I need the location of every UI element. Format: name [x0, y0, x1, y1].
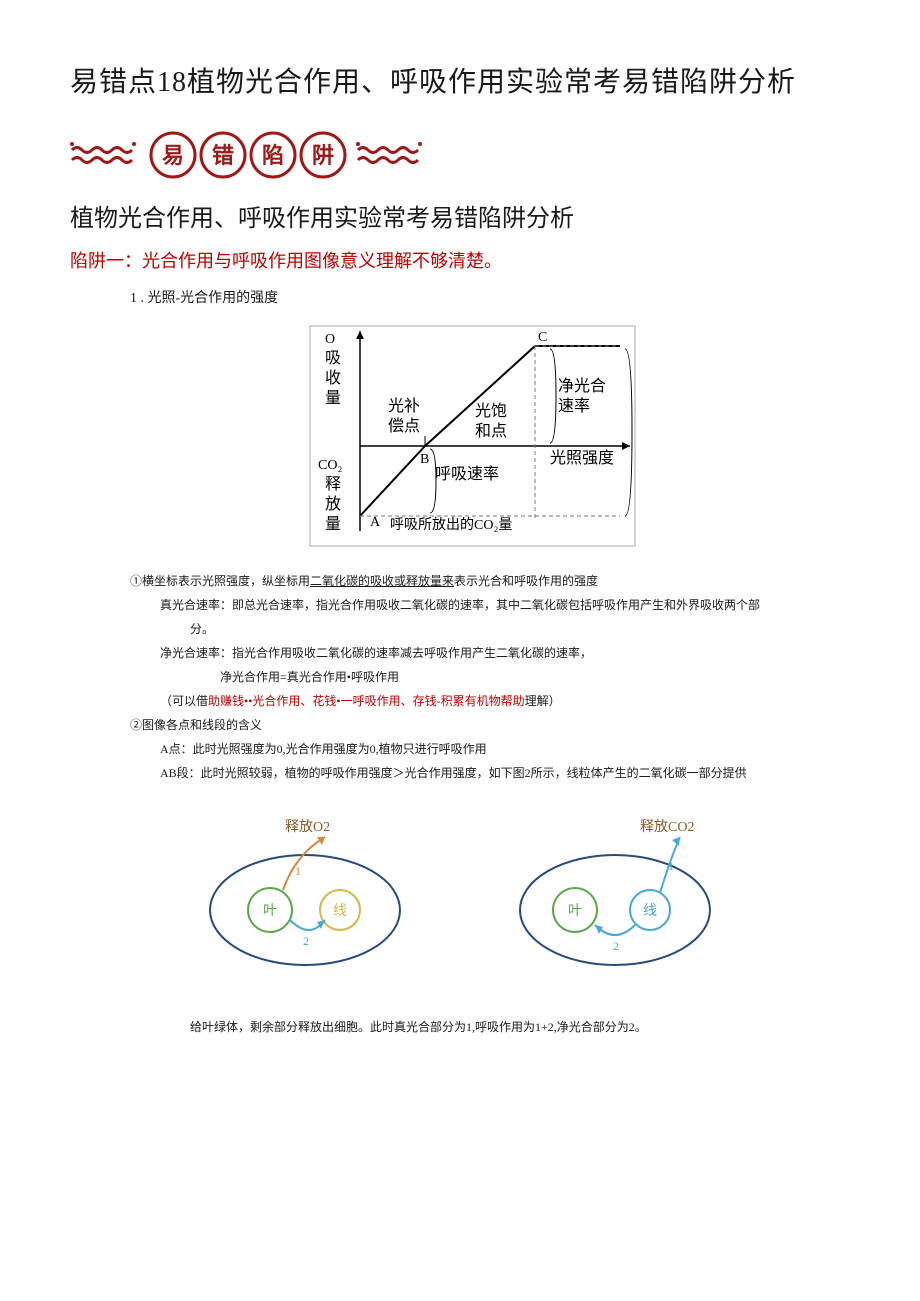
ylabel-top-2: 收	[325, 369, 341, 387]
l5r: 助赚钱••光合作用、花钱•一呼吸作用、存钱-积累有机物帮助	[208, 694, 525, 708]
trap-title: 陷阱一：光合作用与呼吸作用图像意义理解不够清楚。	[70, 247, 850, 273]
cell-right-leaf: 叶	[568, 903, 582, 919]
net-1: 速率	[558, 397, 590, 415]
x-axis-label: 光照强度	[550, 449, 614, 467]
net-0: 净光合	[558, 377, 606, 395]
l1a: ①横坐标表示光照强度，纵坐标用	[130, 574, 310, 588]
cell-right-top: 释放CO2	[640, 819, 694, 835]
badge-char-3: 陷	[262, 143, 284, 168]
cell-left-top: 释放O2	[285, 819, 330, 835]
cell-left-leaf: 叶	[263, 903, 277, 919]
l5a: （可以借	[160, 694, 208, 708]
line-9: 给叶绿体，剩余部分释放出细胞。此时真光合部分为1,呼吸作用为1+2,净光合部分为…	[190, 1015, 850, 1039]
section-subtitle: 植物光合作用、呼吸作用实验常考易错陷阱分析	[70, 198, 850, 233]
badge-char-4: 阱	[312, 143, 334, 168]
l1b: 表示光合和呼吸作用的强度	[454, 574, 598, 588]
cell-right-n2: 2	[613, 939, 619, 953]
ylabel-bot-3: 量	[325, 516, 341, 533]
point-C: C	[538, 330, 547, 345]
light-intensity-graph: O 吸 收 量 CO₂ 释 放 量 A B C 光补 偿点 光饱 和	[280, 321, 640, 551]
line-6: ②图像各点和线段的含义	[130, 713, 850, 737]
item-1: 1 . 光照-光合作用的强度	[130, 287, 850, 307]
badge-char-2: 错	[212, 143, 234, 168]
line-1: ①横坐标表示光照强度，纵坐标用二氧化碳的吸收或释放量来表示光合和呼吸作用的强度	[130, 569, 850, 593]
ylabel-bot-2: 放	[325, 495, 341, 513]
resp-rate: 呼吸速率	[435, 465, 499, 483]
cell-right-n1: 1	[668, 859, 674, 873]
cell-left: 释放O2 叶 线 1 2	[195, 815, 415, 975]
badge-chars: 易 错 陷 阱	[148, 130, 348, 180]
line-8: AB段：此时光照较弱，植物的呼吸作用强度＞光合作用强度，如下图2所示，线粒体产生…	[160, 761, 850, 785]
cell-right-mito: 线	[643, 903, 657, 919]
ylabel-bot-1: 释	[325, 475, 341, 493]
wave-left	[70, 140, 140, 170]
point-B: B	[420, 452, 429, 467]
resp-co2: 呼吸所放出的CO₂量	[390, 517, 512, 533]
line-2b: 分。	[190, 617, 850, 641]
comp-1: 偿点	[388, 417, 420, 435]
ylabel-top-1: 吸	[325, 350, 341, 367]
l1u: 二氧化碳的吸收或释放量来	[310, 574, 454, 588]
line-7: A点：此时光照强度为0,光合作用强度为0,植物只进行呼吸作用	[160, 737, 850, 761]
ylabel-bot-0: CO₂	[318, 458, 342, 473]
l5b: 理解）	[525, 694, 561, 708]
page-title: 易错点18植物光合作用、呼吸作用实验常考易错陷阱分析	[70, 60, 850, 100]
cell-left-n2: 2	[303, 934, 309, 948]
sat-0: 光饱	[475, 402, 507, 420]
wave-right	[356, 140, 426, 170]
ylabel-top-3: 量	[325, 390, 341, 407]
line-4: 净光合作用=真光合作用•呼吸作用	[220, 665, 850, 689]
line-2: 真光合速率：即总光合速率，指光合作用吸收二氧化碳的速率，其中二氧化碳包括呼吸作用…	[160, 593, 850, 617]
badge-char-1: 易	[162, 143, 184, 168]
cell-left-mito: 线	[333, 903, 347, 919]
badge-row: 易 错 陷 阱	[70, 130, 850, 180]
cells-row: 释放O2 叶 线 1 2 释放CO2 叶 线 1 2	[70, 815, 850, 975]
cell-right: 释放CO2 叶 线 1 2	[505, 815, 725, 975]
line-5: （可以借助赚钱••光合作用、花钱•一呼吸作用、存钱-积累有机物帮助理解）	[160, 689, 850, 713]
graph-container: O 吸 收 量 CO₂ 释 放 量 A B C 光补 偿点 光饱 和	[70, 321, 850, 551]
point-A: A	[370, 515, 381, 530]
ylabel-top-0: O	[325, 332, 335, 347]
line-3: 净光合速率：指光合作用吸收二氧化碳的速率减去呼吸作用产生二氧化碳的速率，	[160, 641, 850, 665]
sat-1: 和点	[475, 422, 507, 440]
comp-0: 光补	[388, 397, 420, 415]
cell-left-n1: 1	[295, 864, 301, 878]
